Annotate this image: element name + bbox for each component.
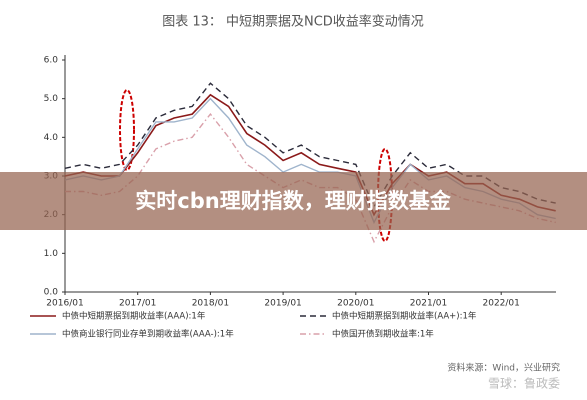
watermark: 雪球：鲁政委 — [488, 377, 560, 391]
y-tick-label: 6.0 — [44, 56, 59, 66]
x-tick-label: 2020/01 — [337, 299, 374, 309]
x-tick-label: 2022/01 — [483, 299, 520, 309]
x-tick-label: 2016/01 — [46, 299, 83, 309]
y-tick-label: 4.0 — [44, 133, 59, 143]
legend-label: 中债国开债到期收益率:1年 — [332, 329, 434, 340]
source: 资料来源：Wind，兴业研究 — [447, 362, 560, 374]
legend-label: 中债商业银行同业存单到期收益率(AAA-):1年 — [62, 329, 234, 340]
x-tick-label: 2017/01 — [119, 299, 156, 309]
x-tick-label: 2019/01 — [264, 299, 301, 309]
y-tick-label: 1.0 — [44, 249, 59, 259]
y-tick-label: 0.0 — [44, 288, 59, 298]
legend-label: 中债中短期票据到期收益率(AA+):1年 — [332, 311, 477, 322]
banner-text: 实时cbn理财指数，理财指数基金 — [135, 189, 451, 213]
series-line — [64, 82, 556, 209]
banner — [0, 172, 587, 230]
highlight-ellipse — [119, 89, 135, 171]
legend-label: 中债中短期票据到期收益率(AAA):1年 — [62, 311, 206, 322]
x-tick-label: 2018/01 — [192, 299, 229, 309]
y-tick-label: 5.0 — [44, 94, 59, 104]
x-tick-label: 2021/01 — [410, 299, 447, 309]
chart-title: 图表 13： 中短期票据及NCD收益率变动情况 — [162, 14, 424, 30]
